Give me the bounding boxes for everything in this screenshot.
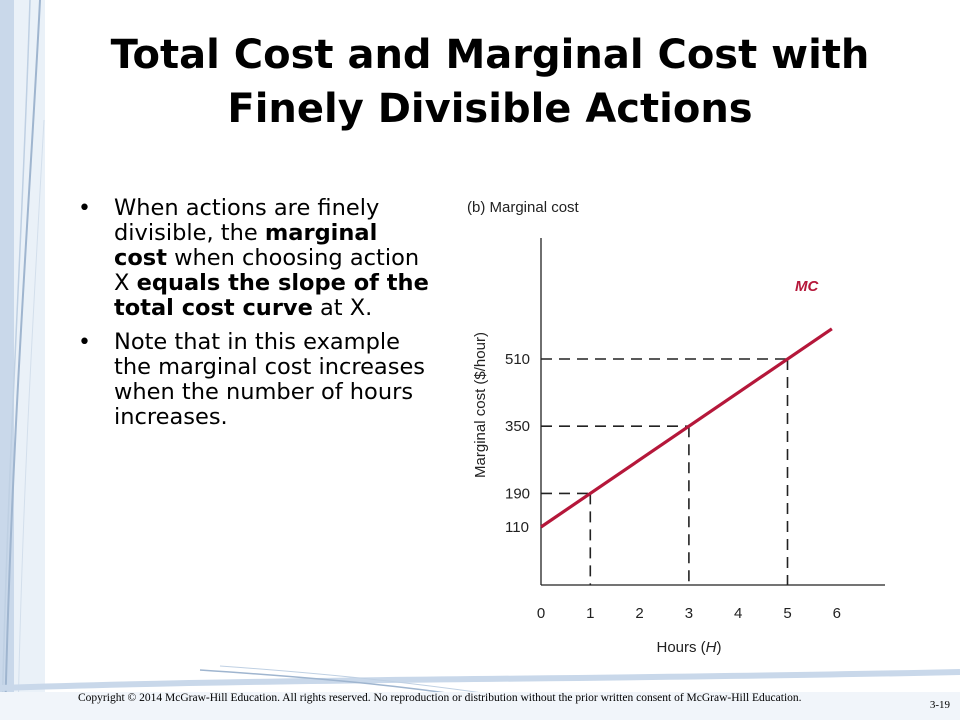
marginal-cost-chart: (b) Marginal cost 110 190 350 510 0 1 2 3 4 5 6 M… (467, 199, 885, 656)
x-tick-label: 5 (783, 605, 791, 622)
y-tick-label: 110 (505, 519, 529, 536)
title-line-2: Finely Divisible Actions (227, 86, 753, 132)
bullet-2: • Note that in this example the marginal … (78, 330, 438, 430)
x-tick-label: 2 (635, 605, 643, 622)
x-axis-label: Hours (H) (656, 639, 721, 656)
bottom-decoration (0, 665, 960, 720)
left-decoration (0, 0, 45, 720)
x-tick-label: 0 (537, 605, 545, 622)
chart-title: (b) Marginal cost (467, 199, 580, 216)
bullet-1-text-2: when choosing action X (114, 245, 420, 296)
y-axis-label: Marginal cost ($/hour) (472, 332, 489, 478)
bullet-2-text: Note that in this example the marginal c… (114, 329, 426, 430)
bullet-1-text-1: When actions are finely divisible, the (114, 195, 380, 246)
x-tick-label: 3 (685, 605, 693, 622)
mc-series-label: MC (795, 278, 819, 295)
copyright-notice: Copyright © 2014 McGraw-Hill Education. … (78, 692, 802, 704)
x-tick-label: 6 (833, 605, 841, 622)
y-tick-label: 190 (505, 485, 530, 502)
y-tick-labels: 110 190 350 510 (505, 351, 530, 536)
bullet-1-bold-2: equals the slope of the total cost curve (114, 270, 429, 321)
bullet-dot: • (78, 330, 91, 355)
bullet-list: • When actions are finely divisible, the … (78, 196, 438, 439)
bullet-dot: • (78, 196, 91, 221)
x-tick-label: 4 (734, 605, 742, 622)
title-line-1: Total Cost and Marginal Cost with (110, 32, 870, 78)
bullet-1-bold-1: marginal cost (114, 220, 378, 271)
bullet-1-text-3: at X. (312, 295, 373, 321)
x-tick-labels: 0 1 2 3 4 5 6 (537, 605, 841, 622)
slide-title: Total Cost and Marginal Cost with Finely… (60, 28, 920, 136)
y-tick-label: 510 (505, 351, 530, 368)
bullet-1: • When actions are finely divisible, the … (78, 196, 438, 321)
mc-line (540, 327, 833, 529)
x-tick-label: 1 (586, 605, 594, 622)
y-tick-label: 350 (505, 418, 530, 435)
page-number: 3-19 (929, 699, 950, 711)
reference-lines (541, 358, 789, 585)
axes (540, 238, 885, 586)
series-layer: MC (540, 278, 833, 529)
